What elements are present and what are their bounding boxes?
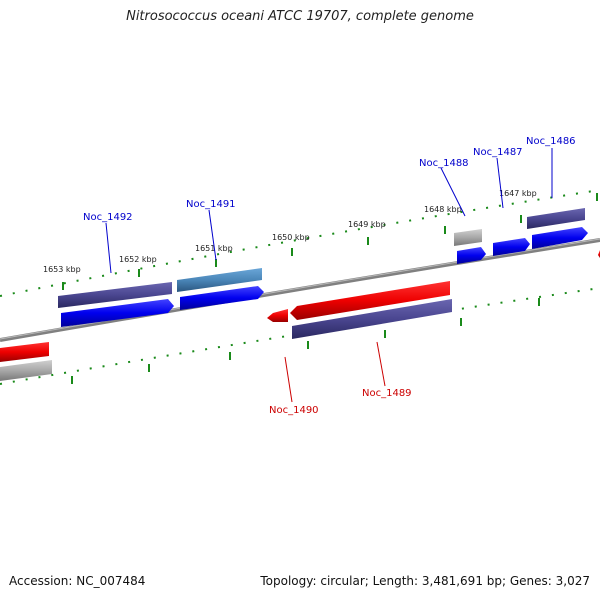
- gene-arrow-noc-1492[interactable]: [61, 299, 174, 327]
- gene-label-noc-1487[interactable]: Noc_1487: [473, 147, 523, 158]
- gene-label-noc-1492[interactable]: Noc_1492: [83, 212, 133, 223]
- gene-arrow-left-partial[interactable]: [0, 342, 49, 362]
- feature-bar-noc-1488: [454, 229, 482, 246]
- accession-text: Accession: NC_007484: [9, 574, 146, 588]
- scale-label-1650: 1650 kbp: [272, 233, 310, 242]
- gene-arrow-noc-1487[interactable]: [493, 238, 530, 256]
- map-title: Nitrosococcus oceani ATCC 19707, complet…: [126, 9, 474, 24]
- forward-label-leaders: [105, 148, 553, 274]
- gene-arrow-noc-1489[interactable]: [290, 281, 450, 320]
- gene-arrow-noc-1488[interactable]: [457, 247, 486, 264]
- reverse-label-leaders: [284, 341, 386, 403]
- scale-label-1649: 1649 kbp: [348, 220, 386, 229]
- feature-bar-noc-1492: [58, 282, 172, 308]
- gene-arrow-noc-1486[interactable]: [532, 227, 588, 249]
- feature-bar-noc-1486: [527, 208, 585, 229]
- gene-label-noc-1491[interactable]: Noc_1491: [186, 199, 236, 210]
- gene-arrow-noc-1490[interactable]: [267, 309, 288, 322]
- inner-major-ticks: [71, 298, 540, 384]
- gene-label-noc-1489[interactable]: Noc_1489: [362, 388, 412, 399]
- scale-label-1651: 1651 kbp: [195, 244, 233, 253]
- scale-label-1653: 1653 kbp: [43, 265, 81, 274]
- genome-backbone: [0, 238, 600, 342]
- feature-bar-noc-1489: [292, 299, 452, 339]
- scale-label-1647: 1647 kbp: [499, 189, 537, 198]
- genome-summary-text: Topology: circular; Length: 3,481,691 bp…: [260, 574, 590, 588]
- gene-label-noc-1490[interactable]: Noc_1490: [269, 405, 319, 416]
- gene-label-noc-1488[interactable]: Noc_1488: [419, 158, 469, 169]
- feature-bar-left-partial: [0, 360, 52, 381]
- feature-bar-noc-1491: [177, 268, 262, 292]
- outer-major-ticks: [62, 193, 598, 290]
- scale-label-1652: 1652 kbp: [119, 255, 157, 264]
- gene-arrow-noc-1491[interactable]: [180, 286, 264, 310]
- scale-label-1648: 1648 kbp: [424, 205, 462, 214]
- gene-label-noc-1486[interactable]: Noc_1486: [526, 136, 576, 147]
